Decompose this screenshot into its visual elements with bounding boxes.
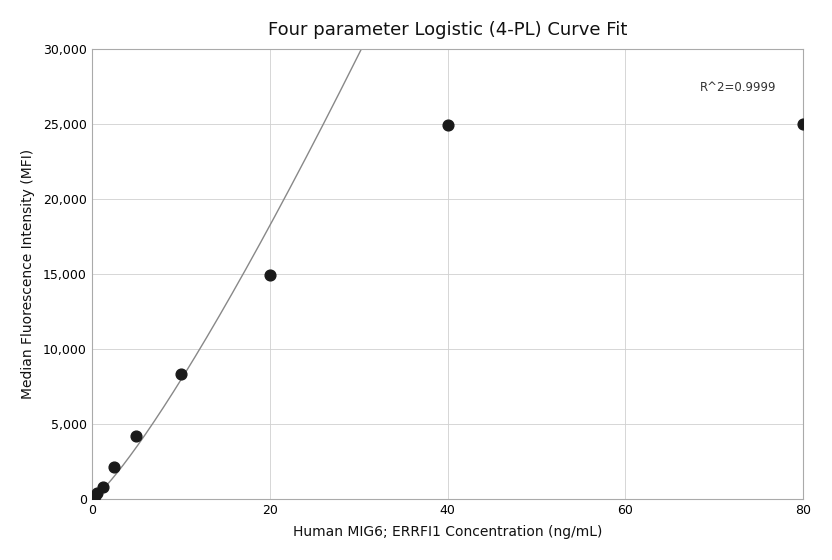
Text: R^2=0.9999: R^2=0.9999	[700, 81, 776, 94]
Point	[441, 121, 454, 130]
Title: Four parameter Logistic (4-PL) Curve Fit: Four parameter Logistic (4-PL) Curve Fit	[268, 21, 627, 39]
Point	[97, 483, 110, 492]
Point	[796, 119, 810, 128]
Point	[91, 488, 104, 497]
Y-axis label: Median Fluorescence Intensity (MFI): Median Fluorescence Intensity (MFI)	[21, 149, 35, 399]
X-axis label: Human MIG6; ERRFI1 Concentration (ng/mL): Human MIG6; ERRFI1 Concentration (ng/mL)	[293, 525, 602, 539]
Point	[174, 370, 187, 379]
Point	[107, 463, 121, 472]
Point	[87, 493, 100, 502]
Point	[263, 271, 276, 280]
Point	[130, 431, 143, 440]
Point	[88, 492, 102, 501]
